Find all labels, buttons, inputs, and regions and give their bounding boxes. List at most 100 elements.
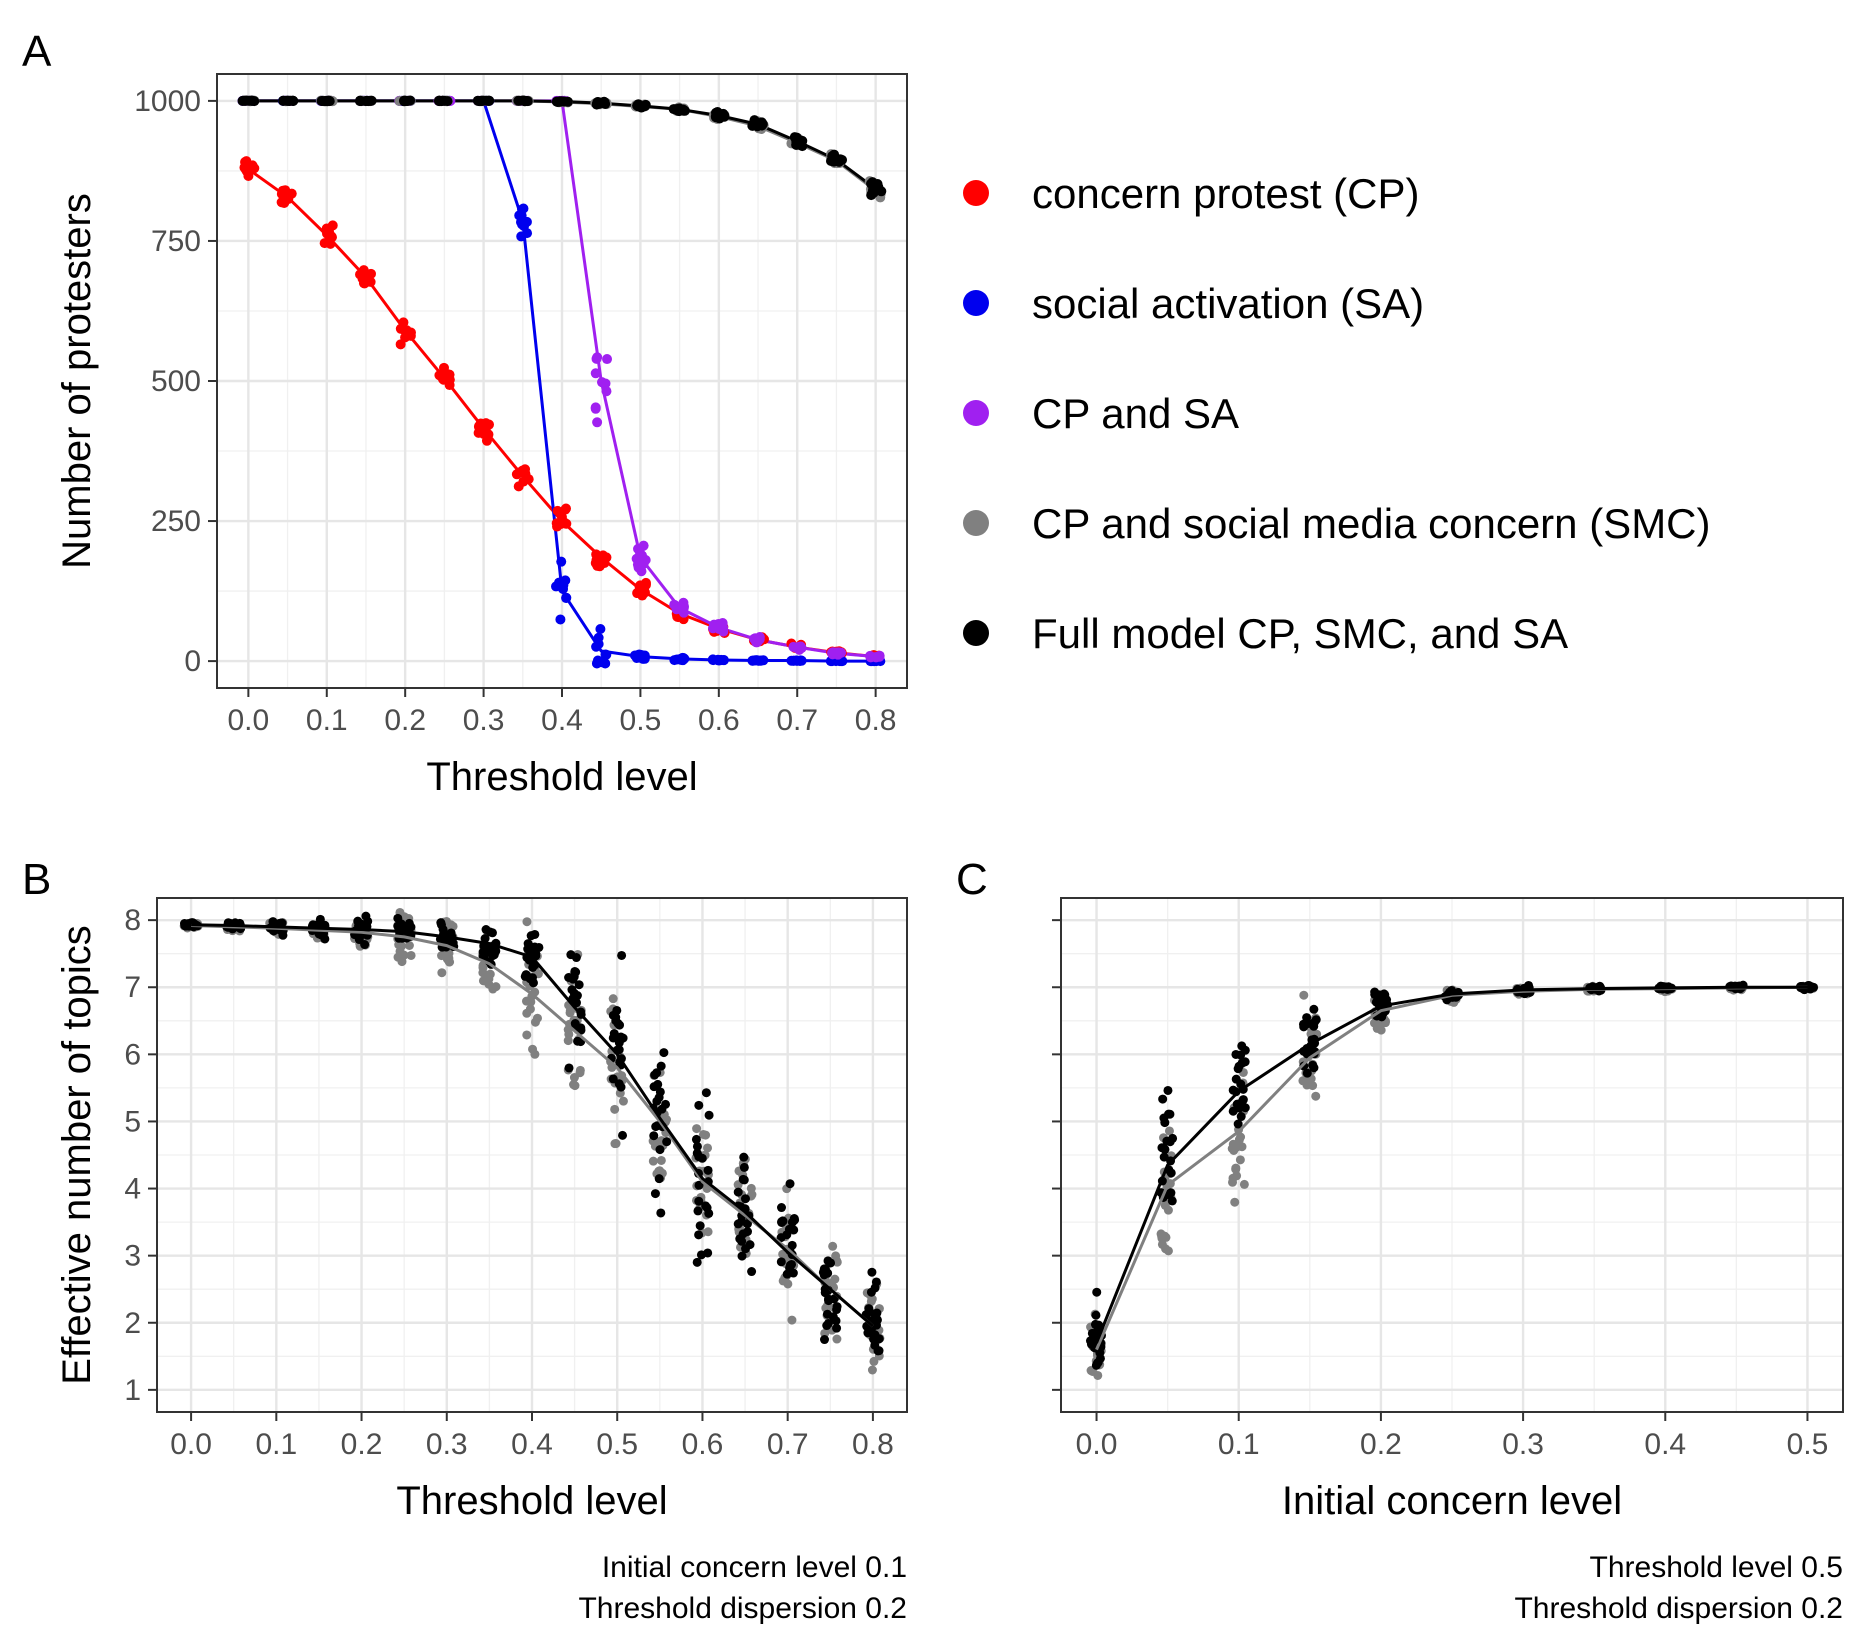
panel-b-data-point — [570, 1081, 580, 1091]
panel-c-series-line — [1095, 985, 1808, 1344]
panel-b-data-point — [787, 1240, 797, 1250]
panel-c-data-point — [1311, 1091, 1321, 1101]
panel-b-data-point — [530, 1017, 540, 1027]
panel-a-data-point — [866, 178, 877, 189]
panel-b-data-point — [701, 1201, 711, 1211]
legend-swatch — [963, 510, 989, 536]
panel-a-data-point — [247, 163, 258, 174]
panel-a-x-tick-label: 0.1 — [306, 704, 348, 737]
panel-c-border — [1060, 897, 1844, 1413]
panel-b-data-point — [491, 982, 501, 992]
panel-b-data-point — [832, 1305, 842, 1315]
panel-c-data-point — [1309, 1004, 1319, 1014]
panel-b-data-point — [872, 1315, 882, 1325]
panel-b-grid — [157, 898, 907, 1412]
panel-b-data-point — [747, 1267, 757, 1277]
panel-b-data-point — [565, 1006, 575, 1016]
panel-b-data-point — [692, 1257, 702, 1267]
panel-a-data-point — [827, 649, 838, 660]
panel-b-data-point — [526, 997, 536, 1007]
panel-c-data-point — [1231, 1049, 1241, 1059]
panel-b-data-point — [832, 1334, 842, 1344]
panel-a-data-point — [441, 371, 452, 382]
panel-c: C 0.0 0.1 0.2 0.3 0.4 0.5 Initial concern lev… — [956, 855, 1844, 1625]
legend: concern protest (CP) social activation (S… — [963, 170, 1711, 657]
panel-b-data-point — [404, 941, 414, 951]
panel-b-data-point — [873, 1346, 883, 1356]
panel-c-data-point — [1158, 1094, 1168, 1104]
panel-b-data-point — [522, 917, 532, 927]
panel-c-data-point — [1298, 1019, 1308, 1029]
legend-item: Full model CP, SMC, and SA — [963, 610, 1568, 657]
panel-b-data-point — [574, 980, 584, 990]
panel-b-data-point — [703, 1143, 713, 1153]
panel-c-data-point — [1375, 1022, 1385, 1032]
panel-b-data-point — [481, 925, 491, 935]
panel-a-x-tick-label: 0.7 — [776, 704, 818, 737]
panel-b-data-point — [564, 1063, 574, 1073]
panel-a-x-axis-title: Threshold level — [426, 755, 697, 799]
panel-b-data-point — [573, 1036, 583, 1046]
panel-b-data-point — [437, 968, 447, 978]
panel-a-data-point — [482, 420, 493, 431]
panel-c-data-point — [1095, 1353, 1105, 1363]
panel-a-x-ticks: 0.0 0.1 0.2 0.3 0.4 0.5 0.6 0.7 0.8 — [228, 688, 896, 737]
panel-b-data-point — [654, 1174, 664, 1184]
legend-label: CP and SA — [1032, 390, 1239, 437]
panel-a-data-point — [751, 119, 762, 130]
panel-a-data-point — [513, 481, 524, 492]
panel-b-data-point — [739, 1152, 749, 1162]
panel-c-data-point — [1164, 1126, 1174, 1136]
panel-c-data-point — [1308, 1081, 1318, 1091]
legend-swatch — [963, 620, 989, 646]
panel-b-data-point — [526, 931, 536, 941]
panel-a-points — [237, 95, 887, 669]
panel-b-data-point — [618, 1130, 628, 1140]
panel-c-data-point — [1230, 1197, 1240, 1207]
panel-a-data-point — [708, 623, 719, 634]
panel-a-data-point — [561, 592, 572, 603]
panel-b-data-point — [393, 952, 403, 962]
panel-b-data-point — [694, 1230, 704, 1240]
panel-c-caption-dispersion: Threshold dispersion 0.2 — [1514, 1592, 1843, 1625]
panel-a-data-point — [714, 113, 725, 124]
panel-a-data-point — [718, 626, 729, 637]
panel-b-data-point — [618, 1096, 628, 1106]
panel-c-x-tick-label: 0.0 — [1076, 1428, 1118, 1461]
panel-b-data-point — [867, 1365, 877, 1375]
panel-b-series-lines — [191, 923, 874, 1328]
panel-a-data-point — [636, 102, 647, 113]
legend-item: CP and social media concern (SMC) — [963, 500, 1711, 547]
panel-a-y-axis-title: Number of protesters — [55, 193, 99, 569]
panel-b-x-tick-label: 0.4 — [511, 1428, 553, 1461]
panel-b-data-point — [785, 1263, 795, 1273]
panel-b-data-point — [662, 1137, 672, 1147]
panel-a-data-point — [442, 96, 453, 107]
panel-b-data-point — [871, 1277, 881, 1287]
panel-b-data-point — [823, 1256, 833, 1266]
panel-b-y-ticks: 1 2 3 4 5 6 7 8 — [124, 904, 157, 1407]
panel-a-data-point — [638, 540, 649, 551]
panel-b-caption-dispersion: Threshold dispersion 0.2 — [578, 1592, 907, 1625]
panel-a-x-tick-label: 0.6 — [698, 704, 740, 737]
panel-c-data-point — [1240, 1045, 1250, 1055]
panel-a-data-point — [602, 354, 613, 365]
panel-c-data-point — [1161, 1244, 1171, 1254]
panel-b-data-point — [656, 1155, 666, 1165]
panel-b-data-point — [742, 1227, 752, 1237]
panel-a-data-point — [753, 655, 764, 666]
legend-label: concern protest (CP) — [1032, 170, 1419, 217]
panel-b-series-line — [191, 923, 874, 1328]
panel-b-x-tick-label: 0.5 — [596, 1428, 638, 1461]
panel-c-x-ticks: 0.0 0.1 0.2 0.3 0.4 0.5 — [1076, 1412, 1828, 1461]
panel-a-data-point — [514, 210, 525, 221]
panel-b-data-point — [739, 1162, 749, 1172]
panel-a-data-point — [240, 156, 251, 167]
panel-a-data-point — [599, 96, 610, 107]
panel-b-data-point — [739, 1175, 749, 1185]
panel-b-data-point — [823, 1318, 833, 1328]
panel-b: B 0.0 0.1 0.2 0.3 0.4 0.5 0.6 0.7 0.8 1 2 3 4 5 6 7 8 T… — [22, 855, 908, 1625]
panel-b-y-tick-label: 8 — [124, 904, 141, 937]
legend-swatch — [963, 400, 989, 426]
panel-b-x-tick-label: 0.8 — [852, 1428, 894, 1461]
